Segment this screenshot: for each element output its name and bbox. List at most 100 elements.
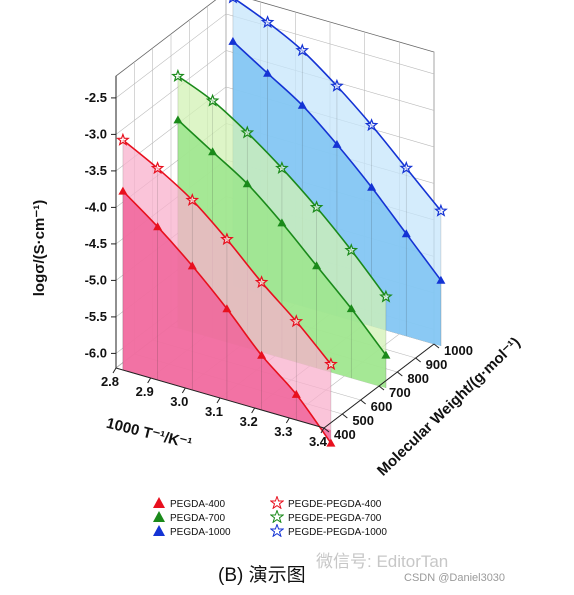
point-PEGDE-PEGDA-400-4	[254, 275, 269, 289]
ribbon-400	[116, 132, 338, 447]
watermark-sub: CSDN @Daniel3030	[404, 572, 506, 584]
point-PEGDA-700-1	[208, 147, 218, 156]
x-tick-mark	[216, 397, 221, 404]
x-tick-mark	[320, 427, 325, 434]
point-PEGDE-PEGDA-700-1	[205, 93, 220, 107]
z-axis-label: logσ/(S·cm⁻¹)	[31, 200, 48, 297]
y-tick-mark	[415, 357, 421, 363]
legend-entry-pegda-1000: PEGDA-1000	[148, 525, 231, 539]
x-tick-label: 3.0	[170, 394, 188, 409]
z-tick-label: -5.0	[85, 272, 107, 287]
point-PEGDA-700-0	[173, 115, 183, 124]
point-PEGDE-PEGDA-400-2	[185, 192, 200, 206]
y-tick-label: 700	[389, 385, 411, 400]
x-tick-mark	[112, 367, 117, 374]
point-PEGDE-PEGDA-400-6	[324, 357, 338, 371]
point-PEGDA-700-3	[277, 218, 287, 227]
point-PEGDE-PEGDA-1000-2	[295, 43, 310, 57]
star-icon	[266, 495, 288, 512]
series-area-PEGDA-400	[122, 191, 331, 444]
chart-ribbons	[116, 0, 448, 447]
point-PEGDE-PEGDA-1000-5	[399, 160, 414, 174]
y-tick-label: 600	[371, 399, 393, 414]
point-PEGDE-PEGDA-400-5	[289, 314, 304, 328]
point-PEGDA-700-2	[242, 179, 252, 188]
point-PEGDE-PEGDA-700-0	[171, 68, 185, 82]
point-PEGDA-700-5	[346, 304, 356, 313]
x-axis-label: 1000 T⁻¹/K⁻¹	[105, 415, 194, 453]
x-tick-mark	[285, 417, 290, 424]
z-tick-label: -3.5	[85, 163, 107, 178]
legend-label: PEGDA-700	[170, 512, 226, 524]
point-PEGDE-PEGDA-400-3	[220, 232, 234, 246]
point-PEGDE-PEGDA-400-1	[150, 161, 165, 175]
triangle-icon	[148, 497, 170, 511]
legend-label: PEGDE-PEGDA-400	[288, 498, 382, 510]
point-PEGDA-1000-5	[401, 229, 411, 238]
legend-label: PEGDA-400	[170, 498, 226, 510]
legend-label: PEGDA-1000	[170, 526, 231, 538]
y-tick-mark	[360, 399, 366, 405]
y-tick-mark	[323, 427, 330, 433]
z-tick-label: -5.5	[85, 309, 107, 324]
point-PEGDA-1000-0	[228, 36, 238, 45]
legend-label: PEGDE-PEGDA-1000	[288, 526, 387, 538]
point-PEGDE-PEGDA-1000-4	[364, 118, 379, 132]
point-PEGDE-PEGDA-1000-3	[330, 78, 344, 92]
x-tick-mark	[251, 407, 256, 414]
chart-ticks: -2.5 -3.0 -3.5 -4.0 -4.5 -5.0 -5.5 -6.0 2.8 2.9 3.…	[85, 90, 473, 449]
y-tick-label: 400	[334, 427, 356, 442]
legend-entry-pegde-pegda-1000: PEGDE-PEGDA-1000	[266, 523, 387, 540]
point-PEGDA-700-4	[312, 261, 322, 270]
legend-entry-pegde-pegda-400: PEGDE-PEGDA-400	[266, 495, 382, 512]
y-tick-mark	[378, 385, 385, 391]
point-PEGDE-PEGDA-700-2	[240, 125, 255, 139]
triangle-icon	[148, 525, 170, 539]
point-PEGDA-400-5	[291, 389, 301, 398]
point-PEGDA-400-0	[118, 186, 128, 195]
triangle-icon	[148, 511, 170, 525]
legend-entry-pegde-pegda-700: PEGDE-PEGDA-700	[266, 509, 382, 526]
point-PEGDE-PEGDA-700-6	[379, 289, 393, 303]
z-tick-label: -3.0	[85, 126, 107, 141]
legend-entry-pegda-400: PEGDA-400	[148, 497, 225, 511]
point-PEGDA-1000-6	[436, 275, 446, 284]
z-tick-label: -4.5	[85, 236, 107, 251]
y-tick-mark	[433, 343, 440, 349]
x-tick-label: 2.9	[136, 384, 154, 399]
y-tick-mark	[397, 371, 403, 377]
y-tick-label: 900	[426, 357, 448, 372]
point-PEGDE-PEGDA-1000-0	[228, 0, 238, 4]
point-PEGDA-1000-1	[263, 68, 273, 77]
point-PEGDA-1000-4	[367, 182, 377, 191]
watermark: 微信号: EditorTan	[316, 552, 449, 571]
y-tick-label: 500	[352, 413, 374, 428]
point-PEGDA-400-6	[326, 438, 336, 447]
z-tick-label: -4.0	[85, 199, 107, 214]
point-PEGDA-400-2	[187, 261, 197, 270]
point-PEGDE-PEGDA-700-3	[275, 160, 289, 174]
y-tick-label: 800	[407, 371, 429, 386]
star-icon	[266, 523, 288, 540]
point-PEGDE-PEGDA-700-4	[309, 200, 324, 214]
y-tick-label: 1000	[444, 343, 473, 358]
x-tick-mark	[181, 387, 186, 394]
x-tick-label: 2.8	[101, 374, 119, 389]
point-PEGDE-PEGDA-400-0	[116, 132, 130, 146]
z-tick-label: -6.0	[85, 345, 107, 360]
figure-caption: (B) 演示图	[218, 565, 306, 586]
legend-label: PEGDE-PEGDA-700	[288, 512, 382, 524]
point-PEGDE-PEGDA-1000-6	[434, 203, 448, 217]
point-PEGDA-700-6	[381, 350, 391, 359]
point-PEGDA-1000-3	[332, 139, 342, 148]
chart-3d: -2.5 -3.0 -3.5 -4.0 -4.5 -5.0 -5.5 -6.0 2.8 2.9 3.…	[31, 0, 524, 479]
point-PEGDA-1000-2	[297, 100, 307, 109]
x-tick-label: 3.2	[240, 414, 258, 429]
legend-entry-pegda-700: PEGDA-700	[148, 511, 225, 525]
star-icon	[266, 509, 288, 526]
z-tick-label: -2.5	[85, 90, 107, 105]
x-tick-mark	[147, 377, 152, 384]
point-PEGDA-400-4	[257, 350, 267, 359]
point-PEGDA-400-3	[222, 304, 232, 313]
point-PEGDE-PEGDA-1000-1	[260, 15, 275, 29]
